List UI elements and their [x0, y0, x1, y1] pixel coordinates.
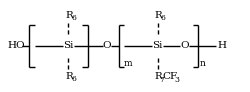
Text: O: O	[179, 41, 188, 51]
Text: HO: HO	[8, 41, 25, 51]
Text: 3: 3	[173, 76, 178, 84]
Text: R: R	[65, 11, 73, 20]
Text: R: R	[154, 72, 162, 81]
Text: O: O	[102, 41, 111, 51]
Text: H: H	[217, 41, 226, 51]
Text: 6: 6	[71, 14, 76, 22]
Text: Si: Si	[152, 41, 162, 51]
Text: 6: 6	[71, 75, 76, 83]
Text: 7: 7	[159, 76, 164, 84]
Text: CF: CF	[162, 72, 177, 81]
Text: R: R	[65, 72, 73, 81]
Text: Si: Si	[63, 41, 73, 51]
Text: m: m	[123, 59, 132, 68]
Text: R: R	[154, 11, 162, 20]
Text: 6: 6	[160, 14, 165, 22]
Text: n: n	[199, 59, 205, 68]
